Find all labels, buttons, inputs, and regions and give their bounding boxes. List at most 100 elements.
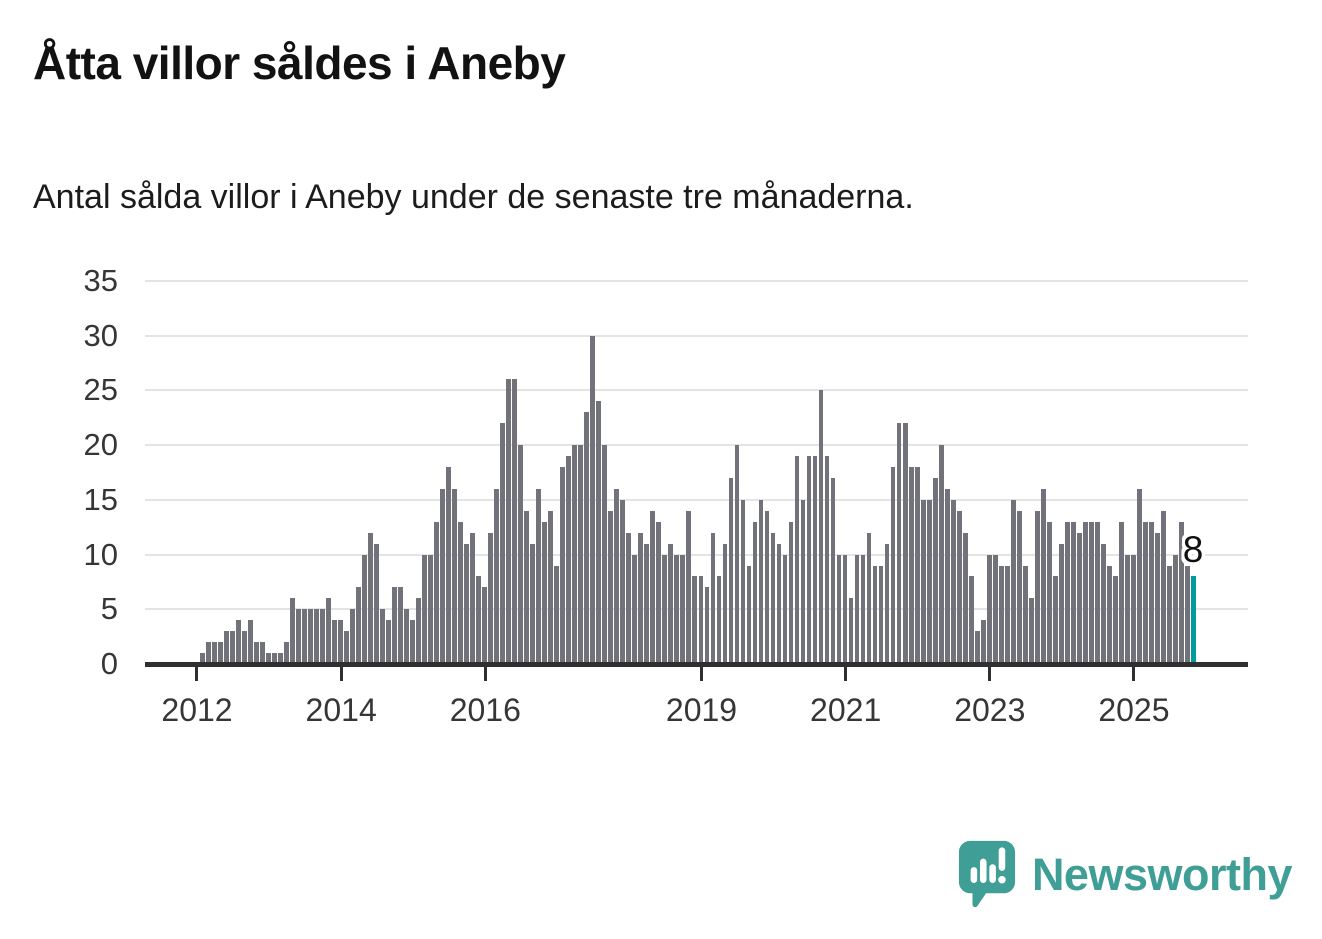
x-axis-tick-mark <box>195 667 199 681</box>
bar <box>722 543 728 664</box>
newsworthy-logo: Newsworthy <box>957 840 1293 910</box>
x-axis-line <box>145 662 1248 667</box>
bar <box>908 467 914 664</box>
x-axis-tick-mark <box>700 667 703 681</box>
bar <box>596 401 602 664</box>
x-axis-tick-label: 2021 <box>810 692 882 728</box>
bar <box>728 477 734 664</box>
newsworthy-brand-text: Newsworthy <box>1031 849 1293 900</box>
y-axis-tick-label: 15 <box>83 481 118 517</box>
bar <box>626 532 632 664</box>
bar <box>446 467 452 664</box>
bar <box>602 445 608 664</box>
x-axis-tick-label: 2025 <box>1098 692 1170 728</box>
x-axis-tick-label: 2016 <box>449 692 521 728</box>
bar <box>1004 565 1010 664</box>
bar <box>518 445 524 664</box>
gridline <box>145 553 1248 556</box>
highlighted-bar <box>1190 576 1196 664</box>
bar <box>1178 521 1184 664</box>
bar <box>1184 565 1190 664</box>
bar <box>566 456 572 664</box>
bar <box>890 467 896 664</box>
bar <box>1052 576 1058 664</box>
bar <box>578 445 584 664</box>
bar <box>914 467 920 664</box>
bar <box>314 609 319 664</box>
bar <box>962 532 968 664</box>
bar <box>752 521 758 664</box>
bar <box>614 488 620 664</box>
bar <box>488 532 494 664</box>
bar <box>680 554 686 664</box>
bar <box>1106 565 1112 664</box>
y-axis-tick-label: 20 <box>83 427 118 463</box>
bar <box>302 609 307 664</box>
bar <box>542 521 548 664</box>
bar <box>812 456 818 664</box>
y-axis-tick-label: 0 <box>100 646 118 681</box>
bar <box>656 521 662 664</box>
bar <box>872 565 878 664</box>
bar <box>968 576 974 664</box>
bar <box>854 554 860 664</box>
bar <box>458 521 464 664</box>
x-axis-tick-mark <box>483 667 487 681</box>
bar <box>1142 521 1148 664</box>
x-axis-tick-mark <box>844 667 848 681</box>
bar <box>242 631 247 664</box>
bar <box>1124 554 1130 664</box>
bar <box>272 653 277 664</box>
bar <box>608 510 614 664</box>
bar <box>290 598 295 664</box>
bar <box>1118 521 1124 664</box>
bar <box>392 587 397 664</box>
bar <box>1016 510 1022 664</box>
bar <box>590 335 596 664</box>
bar <box>788 521 794 664</box>
bar <box>860 554 866 664</box>
bar <box>950 499 956 664</box>
bar <box>830 477 836 664</box>
bar <box>944 488 950 664</box>
bar <box>650 510 656 664</box>
bar <box>1160 510 1166 664</box>
bar <box>536 488 542 664</box>
bar <box>284 642 289 664</box>
bar <box>428 554 434 664</box>
y-axis-tick-label: 5 <box>100 591 118 627</box>
bar <box>548 510 554 664</box>
bar <box>254 642 259 664</box>
x-axis-tick-mark <box>1132 667 1136 681</box>
x-axis-tick-label: 2019 <box>665 692 738 728</box>
bar <box>674 554 680 664</box>
y-axis-tick-label: 30 <box>83 317 118 353</box>
bar <box>740 499 746 664</box>
bar <box>494 488 500 664</box>
bar <box>1046 521 1052 664</box>
bar <box>356 587 361 664</box>
bar <box>1058 543 1064 664</box>
bar <box>404 609 409 664</box>
bar <box>500 423 506 664</box>
bar <box>464 543 470 664</box>
bar <box>998 565 1004 664</box>
bar <box>368 532 373 664</box>
y-axis-tick-label: 25 <box>83 372 118 408</box>
bar <box>560 467 566 664</box>
bar <box>308 609 313 664</box>
bar <box>1028 598 1034 664</box>
bar <box>800 499 806 664</box>
bar <box>632 554 638 664</box>
gridline <box>145 498 1248 501</box>
bar <box>644 543 650 664</box>
bar <box>668 543 674 664</box>
bar <box>248 620 253 664</box>
bar <box>1094 521 1100 664</box>
bar <box>266 653 271 664</box>
bar <box>362 554 367 664</box>
bar <box>1154 532 1160 664</box>
bar <box>1130 554 1136 664</box>
bar <box>320 609 325 664</box>
bar <box>422 554 428 664</box>
